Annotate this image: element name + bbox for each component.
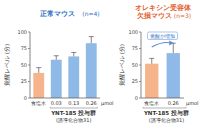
x-axis [30, 98, 100, 99]
plot [33, 37, 96, 98]
bar [33, 73, 44, 98]
y-tick-label: 100 [128, 29, 138, 35]
error-bar [89, 37, 94, 44]
bar [51, 60, 62, 98]
y-tick-label: 25 [132, 78, 138, 84]
x-unit: μmol [101, 100, 114, 107]
error-bar [54, 56, 59, 60]
error-bar [171, 43, 176, 53]
x-tick-label: 0.03 [51, 100, 62, 106]
y-tick-label: 0 [24, 95, 27, 101]
y-axis [30, 32, 31, 98]
subtitle: (n=3) [174, 12, 191, 19]
title-line: オレキシン受容体 [135, 3, 192, 12]
title-line: 欠損マウス [136, 12, 172, 20]
error-bar [149, 58, 154, 63]
annotation-box [148, 32, 178, 40]
x-sublabel: (誘導化合物31) [149, 117, 184, 123]
x-tick-label: 0.13 [68, 100, 79, 106]
plot [145, 43, 180, 98]
y-tick-label: 100 [17, 29, 27, 35]
error-bar [36, 68, 41, 73]
y-tick-label: 25 [21, 78, 27, 84]
bar [68, 56, 79, 98]
bar [145, 64, 158, 98]
bar [167, 53, 180, 98]
annotation-arrow [152, 43, 172, 48]
x-axis [141, 98, 184, 99]
x-unit: μmol [186, 100, 199, 107]
y-label: 覚醒レベル (分) [118, 44, 125, 86]
y-label: 覚醒レベル (分) [3, 44, 10, 86]
x-tick-label: 食塩水 [144, 100, 159, 106]
y-tick-label: 50 [21, 62, 27, 68]
error-bar [71, 52, 76, 56]
x-label: YNT-185 投与群 [143, 109, 189, 116]
x-tick-label: 0.26 [86, 100, 97, 106]
x-sublabel: (誘導化合物31) [56, 117, 91, 123]
y-tick-label: 75 [21, 45, 27, 51]
figure: 正常マウス (n=4) 覚醒レベル (分) 0 25 50 75 100 食塩水 0.03 0.13… [0, 0, 200, 134]
annotation: 覚醒が増加 [150, 33, 175, 39]
y-axis [141, 32, 142, 98]
x-tick-label: 0.26 [168, 100, 179, 106]
x-tick-label: 食塩水 [31, 100, 46, 106]
annotation-arrowhead [169, 41, 174, 46]
bar [86, 43, 97, 98]
title: 正常マウス [39, 10, 75, 18]
y-tick-label: 0 [135, 95, 138, 101]
title: オレキシン受容体欠損マウス [135, 3, 192, 20]
subtitle: (n=4) [82, 10, 99, 17]
y-tick-label: 50 [132, 62, 138, 68]
x-label: YNT-185 投与群 [50, 109, 96, 116]
group-bracket [143, 107, 186, 108]
group-bracket [50, 107, 97, 108]
y-tick-label: 75 [132, 45, 138, 51]
